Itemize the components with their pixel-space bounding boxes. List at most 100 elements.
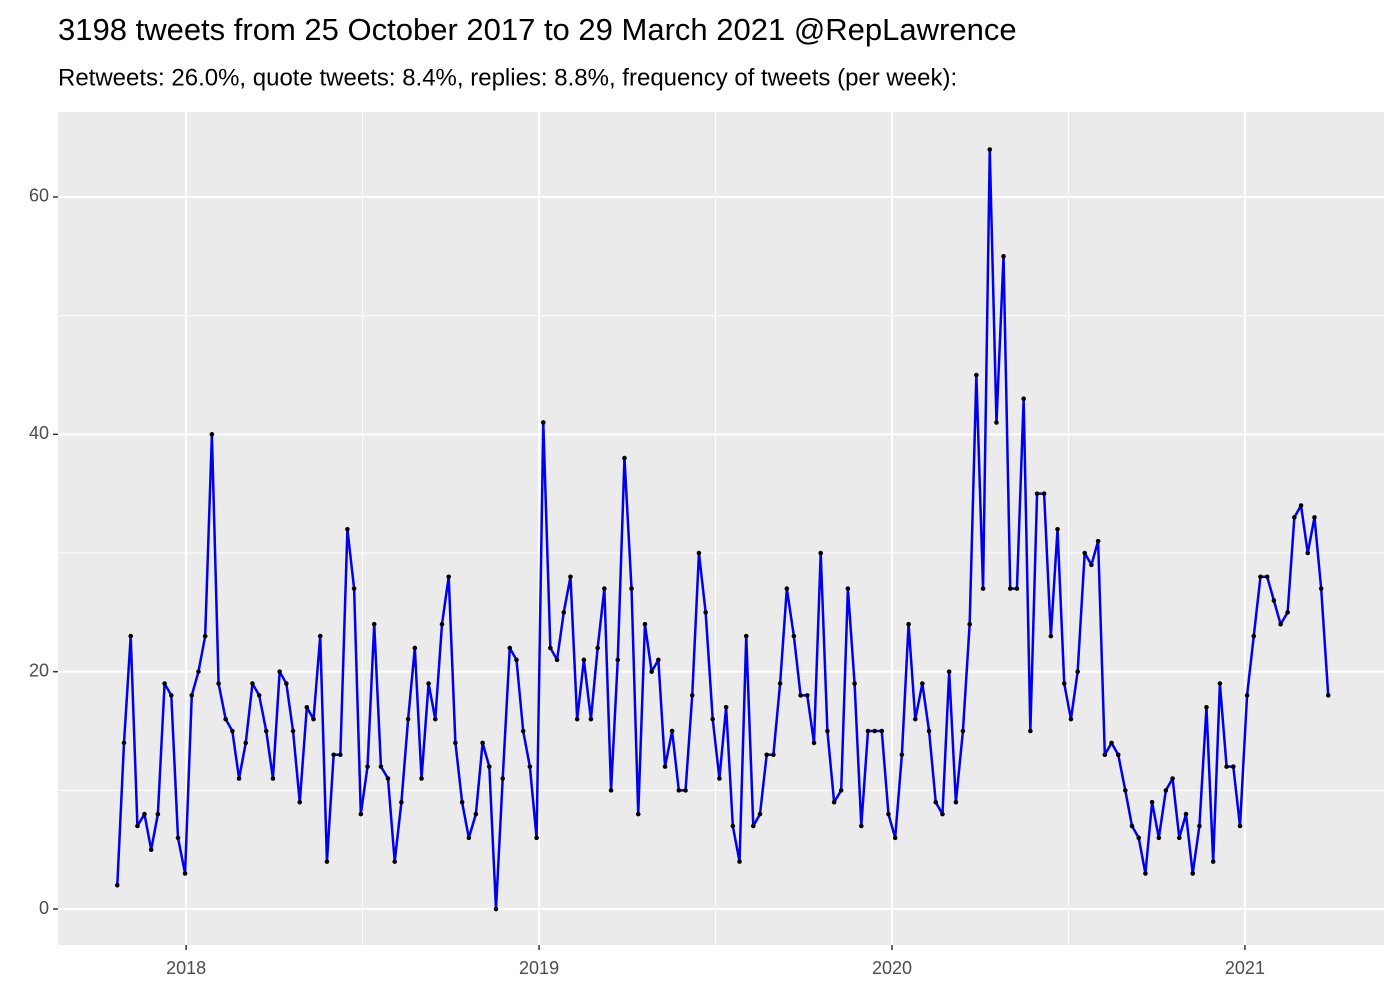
point	[764, 752, 770, 758]
point	[1156, 835, 1162, 841]
y-tick-label: 40	[29, 423, 49, 443]
point	[831, 799, 837, 805]
point	[635, 811, 641, 817]
point	[385, 776, 391, 781]
point	[426, 681, 431, 686]
point	[270, 776, 276, 781]
point	[230, 728, 235, 734]
point	[561, 610, 567, 615]
point	[514, 657, 519, 663]
chart-subtitle: Retweets: 26.0%, quote tweets: 8.4%, rep…	[58, 64, 957, 91]
point	[906, 621, 911, 627]
line	[116, 148, 1330, 911]
point	[114, 883, 120, 888]
point	[872, 728, 878, 734]
chart-title: 3198 tweets from 25 October 2017 to 29 M…	[58, 12, 1017, 47]
point	[121, 740, 127, 746]
point	[345, 526, 350, 532]
point	[1285, 610, 1290, 615]
point	[1170, 776, 1175, 781]
point	[622, 455, 627, 461]
point	[946, 669, 952, 674]
point	[324, 859, 330, 864]
point	[507, 645, 513, 651]
point	[1021, 396, 1026, 402]
point	[209, 432, 215, 437]
point	[689, 693, 695, 698]
point	[811, 740, 817, 746]
point	[804, 693, 810, 698]
point	[466, 835, 472, 841]
point	[1143, 871, 1148, 876]
point	[358, 811, 364, 817]
point	[216, 681, 221, 686]
point	[128, 633, 134, 639]
point	[710, 716, 716, 722]
point	[953, 799, 959, 805]
point	[1210, 859, 1216, 864]
x-tick-label: 2020	[872, 958, 912, 978]
point	[439, 621, 445, 627]
point	[1230, 764, 1236, 769]
point	[1278, 621, 1283, 627]
point	[1007, 586, 1013, 591]
point	[1292, 515, 1297, 520]
point	[568, 574, 573, 580]
point	[304, 704, 310, 710]
point	[1136, 835, 1142, 841]
point	[825, 728, 830, 734]
point	[297, 799, 303, 805]
point	[202, 633, 208, 639]
point	[798, 693, 803, 698]
point	[608, 788, 614, 793]
point	[1298, 503, 1304, 508]
point	[412, 645, 418, 651]
point	[520, 728, 526, 734]
point	[1149, 799, 1155, 805]
point	[912, 716, 918, 722]
y-tick-label: 60	[29, 186, 49, 206]
point	[676, 788, 682, 793]
point	[250, 681, 255, 686]
point	[1224, 764, 1229, 769]
point	[446, 574, 452, 580]
point	[879, 728, 885, 734]
point	[730, 823, 736, 829]
point	[669, 728, 675, 734]
point	[1095, 538, 1101, 544]
point	[459, 799, 465, 805]
point	[453, 740, 458, 746]
point	[1028, 728, 1033, 734]
point	[980, 586, 986, 591]
point	[574, 716, 580, 722]
x-tick-label: 2019	[519, 958, 559, 978]
point	[243, 740, 249, 746]
point	[662, 764, 668, 769]
point	[554, 657, 560, 663]
point	[757, 811, 763, 817]
point	[1115, 752, 1121, 758]
point	[189, 693, 195, 698]
point	[1122, 788, 1128, 793]
point	[818, 550, 824, 556]
y-tick-label: 20	[29, 660, 49, 680]
point	[703, 610, 708, 615]
point	[852, 681, 857, 686]
point	[581, 657, 587, 663]
point	[771, 752, 776, 758]
point	[642, 621, 648, 627]
point	[1082, 550, 1088, 556]
point	[1258, 574, 1263, 580]
point	[1251, 633, 1257, 639]
point	[1014, 586, 1020, 591]
point	[1305, 550, 1311, 556]
point	[405, 716, 411, 722]
point	[1034, 491, 1040, 496]
point	[845, 586, 851, 591]
point	[500, 776, 506, 781]
point	[527, 764, 533, 769]
point	[378, 764, 384, 769]
point	[480, 740, 485, 746]
point	[717, 776, 722, 781]
